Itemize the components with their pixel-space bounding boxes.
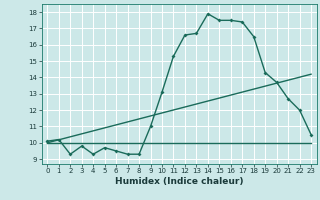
X-axis label: Humidex (Indice chaleur): Humidex (Indice chaleur) [115,177,244,186]
